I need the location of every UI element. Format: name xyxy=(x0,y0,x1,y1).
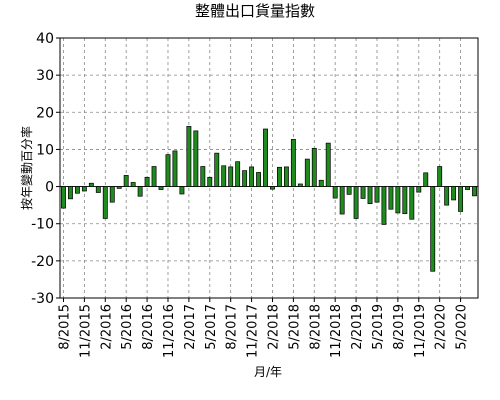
bar xyxy=(221,165,227,187)
bar xyxy=(353,186,359,219)
bar xyxy=(263,128,268,187)
bar xyxy=(430,186,436,272)
x-tick-label: 8/2016 xyxy=(141,304,156,350)
bar xyxy=(102,186,108,219)
x-tick-label: 5/2019 xyxy=(371,304,386,350)
bar-series xyxy=(61,126,477,272)
bar xyxy=(395,186,401,214)
bar xyxy=(68,186,73,200)
x-tick-label: 5/2020 xyxy=(455,304,470,350)
x-tick-label: 2/2017 xyxy=(183,304,198,350)
bar xyxy=(130,182,136,187)
bar xyxy=(116,186,122,189)
x-tick-label: 11/2018 xyxy=(329,304,344,358)
bar xyxy=(207,176,213,187)
bar xyxy=(277,166,282,187)
bar xyxy=(249,166,255,187)
x-tick-label: 2/2020 xyxy=(434,304,449,350)
bar xyxy=(346,186,352,195)
y-axis-ticks: 40 30 20 10 0 -10 -20 -30 xyxy=(31,31,60,307)
bar xyxy=(388,186,394,210)
chart-title: 整體出口貨量指數 xyxy=(195,2,315,20)
bar xyxy=(451,186,457,201)
x-tick-label: 8/2018 xyxy=(308,304,323,350)
bar xyxy=(423,172,429,187)
bar xyxy=(270,186,275,190)
x-tick-label: 8/2015 xyxy=(57,304,72,350)
bar xyxy=(193,130,199,187)
bar xyxy=(186,126,192,187)
x-tick-label: 2/2019 xyxy=(350,304,365,350)
x-axis-label: 月/年 xyxy=(254,365,282,379)
bar xyxy=(109,186,115,203)
y-tick-label: 30 xyxy=(36,68,54,84)
bar xyxy=(137,186,143,197)
bar xyxy=(81,186,87,192)
y-tick-label: -10 xyxy=(31,217,54,233)
bar xyxy=(200,166,206,187)
bar xyxy=(256,172,261,187)
bar xyxy=(151,166,157,187)
bar xyxy=(304,158,310,187)
bar xyxy=(297,183,303,187)
x-tick-label: 2/2016 xyxy=(99,304,114,350)
x-tick-label: 2/2018 xyxy=(266,304,281,350)
x-tick-label: 8/2017 xyxy=(225,304,240,350)
bar xyxy=(235,161,241,187)
y-tick-label: -20 xyxy=(31,254,54,270)
bar xyxy=(360,186,366,199)
plot-area xyxy=(59,37,479,299)
x-tick-label: 11/2017 xyxy=(246,304,261,358)
bar xyxy=(242,170,248,187)
bar xyxy=(158,186,164,190)
bar xyxy=(381,186,387,225)
grid-lines xyxy=(60,38,478,298)
bar xyxy=(444,186,450,206)
bar xyxy=(179,186,185,195)
x-tick-label: 11/2019 xyxy=(413,304,428,358)
bar xyxy=(472,186,477,197)
bar xyxy=(123,175,129,187)
y-tick-label: 20 xyxy=(36,105,54,121)
x-tick-label: 5/2016 xyxy=(120,304,135,350)
y-tick-label: -30 xyxy=(31,291,54,307)
x-tick-label: 8/2019 xyxy=(392,304,407,350)
bar xyxy=(409,186,415,220)
bar xyxy=(144,176,150,187)
x-tick-label: 5/2017 xyxy=(204,304,219,350)
bar xyxy=(458,186,464,212)
bar xyxy=(318,179,324,187)
bar xyxy=(172,150,178,187)
bar xyxy=(283,166,289,187)
bar xyxy=(374,186,380,203)
y-tick-label: 40 xyxy=(36,31,54,47)
x-axis-ticks: 8/2015 11/2015 2/2016 5/2016 8/2016 11/2016 2/… xyxy=(57,298,470,358)
bar xyxy=(367,186,373,205)
y-tick-label: 0 xyxy=(45,180,54,196)
bar xyxy=(416,186,422,193)
bar xyxy=(325,142,331,187)
x-tick-label: 5/2018 xyxy=(287,304,302,350)
bar xyxy=(339,186,345,215)
bar xyxy=(402,186,408,215)
bar xyxy=(465,186,470,190)
bar xyxy=(311,147,317,187)
bar xyxy=(61,186,66,209)
y-axis-label: 按年變動百分率 xyxy=(19,126,34,210)
x-tick-label: 11/2016 xyxy=(162,304,177,358)
bar xyxy=(214,152,220,187)
y-tick-label: 10 xyxy=(36,142,54,158)
bar xyxy=(165,154,171,187)
x-tick-label: 11/2015 xyxy=(78,304,93,358)
bar xyxy=(74,186,80,194)
bar xyxy=(95,186,101,193)
bar xyxy=(332,186,338,199)
bar xyxy=(228,166,234,187)
bar xyxy=(88,182,94,187)
bar xyxy=(290,139,296,187)
bar xyxy=(437,166,443,187)
